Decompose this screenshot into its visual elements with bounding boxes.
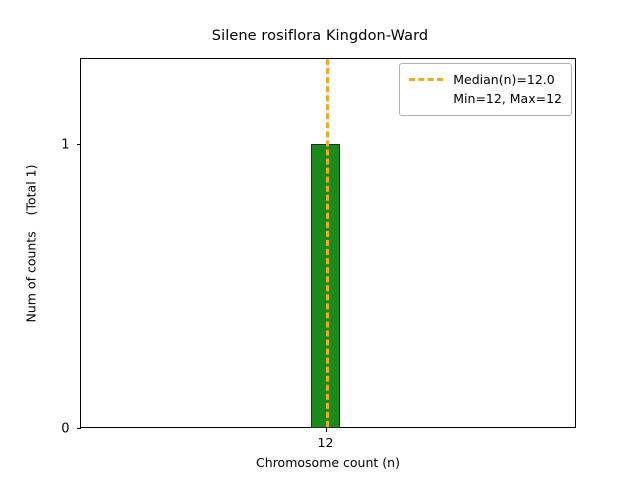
y-tick-mark-1: 1 — [61, 137, 81, 152]
legend-label-minmax: Min=12, Max=12 — [453, 91, 562, 106]
legend: Median(n)=12.0 Min=12, Max=12 — [399, 63, 572, 116]
median-line — [325, 59, 329, 427]
legend-entry-median: Median(n)=12.0 — [409, 70, 562, 89]
legend-label-median: Median(n)=12.0 — [453, 72, 555, 87]
y-tick-mark-0: 0 — [61, 421, 81, 436]
y-axis-label: Num of counts (Total 1) — [22, 58, 40, 428]
y-tick-label-1: 1 — [61, 137, 70, 153]
dashed-line-icon — [409, 78, 444, 81]
x-tick-label-12: 12 — [317, 435, 334, 450]
y-axis-label-text: Num of counts (Total 1) — [23, 164, 39, 322]
x-axis-label: Chromosome count (n) — [256, 455, 400, 470]
legend-entry-minmax: Min=12, Max=12 — [409, 89, 562, 108]
chart-title: Silene rosiflora Kingdon-Ward — [211, 28, 429, 44]
plot-area: 0 1 12 Median(n)=12.0 Min=12, Max=12 — [61, 58, 576, 450]
x-tick-mark-12 — [325, 427, 327, 432]
y-tick-label-0: 0 — [61, 421, 70, 437]
